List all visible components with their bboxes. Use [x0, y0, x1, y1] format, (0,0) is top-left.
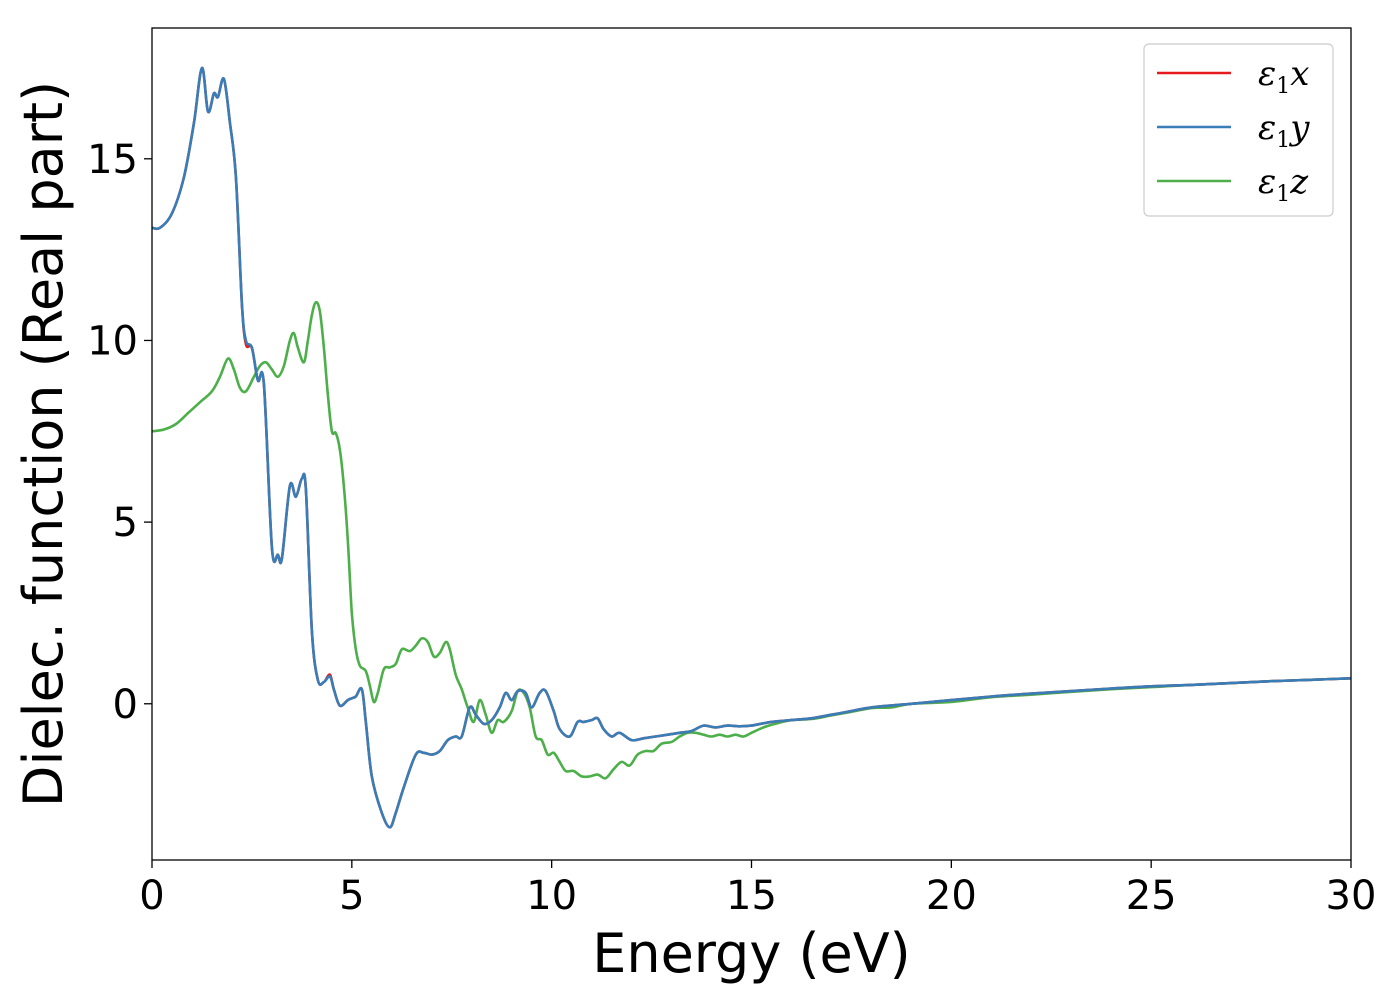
legend-label: ε1y	[1258, 108, 1310, 153]
x-tick-label: 0	[139, 873, 164, 919]
legend-entry-x: ε1x	[1157, 54, 1309, 99]
x-axis-title: Energy (eV)	[592, 922, 911, 985]
y-tick-label: 15	[87, 137, 138, 183]
legend-label: ε1x	[1258, 54, 1309, 99]
series-line-y	[152, 66, 1351, 829]
y-axis-title: Dielec. function (Real part)	[12, 81, 75, 807]
legend-entry-y: ε1y	[1157, 108, 1310, 153]
x-tick-label: 25	[1126, 873, 1177, 919]
legend-box	[1143, 43, 1334, 217]
series-layer	[152, 66, 1351, 829]
legend-label: ε1z	[1258, 162, 1309, 207]
ticks-layer: 0 5 10 15 20 25 30 0 5 10 15	[87, 137, 1376, 919]
y-tick-label: 10	[87, 318, 138, 364]
x-tick-label: 10	[526, 873, 577, 919]
x-tick-label: 30	[1326, 873, 1377, 919]
legend-entry-z: ε1z	[1157, 162, 1309, 207]
x-tick-label: 20	[926, 873, 977, 919]
x-tick-label: 15	[726, 873, 777, 919]
x-tick-label: 5	[339, 873, 364, 919]
y-tick-label: 5	[113, 500, 138, 546]
y-tick-label: 0	[113, 682, 138, 728]
series-line-z	[152, 300, 1351, 780]
legend: ε1x ε1y ε1z	[1143, 43, 1334, 217]
